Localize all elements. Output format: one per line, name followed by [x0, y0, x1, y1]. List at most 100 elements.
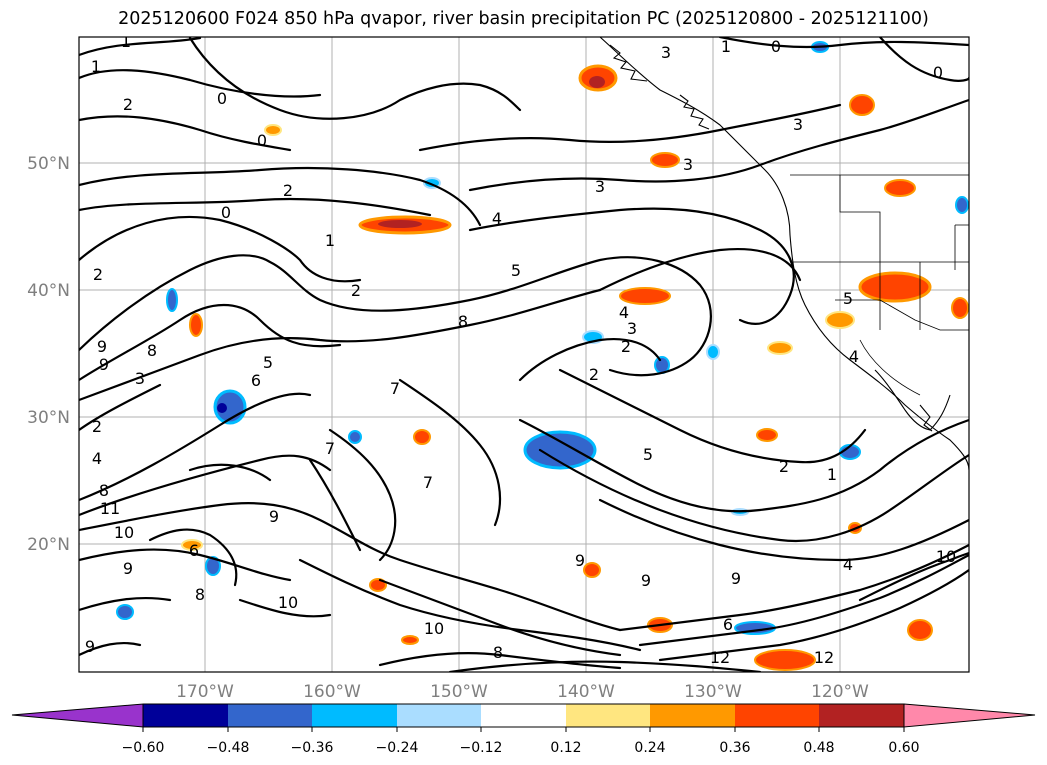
contour-label: 2	[92, 417, 102, 436]
contour-label: 3	[793, 115, 803, 134]
contour-label: 0	[257, 131, 267, 150]
contour-label: 12	[710, 648, 730, 667]
contour-label: 6	[723, 615, 733, 634]
contour-label: 4	[92, 449, 102, 468]
colorbar-segment	[819, 704, 904, 727]
lon-label: 140°W	[557, 682, 615, 702]
contour-label: 3	[683, 155, 693, 174]
contour-label: 12	[814, 648, 834, 667]
contour-label: 0	[933, 63, 943, 82]
contour-label: 3	[627, 319, 637, 338]
lon-label: 160°W	[303, 682, 361, 702]
lat-label: 20°N	[27, 535, 70, 555]
contour-label: 4	[619, 303, 629, 322]
contour-label: 2	[779, 457, 789, 476]
colorbar-tick-label: −0.60	[122, 740, 165, 756]
lon-label: 130°W	[684, 682, 742, 702]
colorbar-segment	[397, 704, 481, 727]
contour-label: 10	[936, 547, 956, 566]
contour-label: 5	[643, 445, 653, 464]
contour-label: 7	[390, 379, 400, 398]
contour-label: 9	[123, 559, 133, 578]
contour-label: 7	[423, 473, 433, 492]
contour-label-group: 1 1 0 2 0 0 2 3 1 2 4 3 5 8 2 4 3 2 2 5 …	[85, 32, 956, 667]
colorbar-tick-label: 0.24	[634, 740, 665, 756]
contour-label: 8	[493, 643, 503, 662]
colorbar-segment	[650, 704, 735, 727]
contour-label: 0	[221, 203, 231, 222]
contour-label: 5	[511, 261, 521, 280]
contour-label: 4	[492, 209, 502, 228]
lon-label: 120°W	[811, 682, 869, 702]
colorbar-tick-label: 0.48	[803, 740, 834, 756]
colorbar-extend-min	[11, 703, 144, 728]
map-background	[79, 37, 969, 672]
lon-label: 170°W	[176, 682, 234, 702]
colorbar-segment	[312, 704, 397, 727]
contour-label: 3	[595, 177, 605, 196]
colorbar-segment	[735, 704, 819, 727]
colorbar-extend-max	[903, 703, 1036, 728]
colorbar-segment	[143, 704, 228, 727]
contour-label: 1	[121, 32, 131, 51]
colorbar-tick-label: −0.12	[460, 740, 503, 756]
contour-label: 9	[85, 637, 95, 656]
contour-label: 11	[100, 499, 120, 518]
contour-label: 1	[91, 57, 101, 76]
map-frame	[78, 36, 970, 673]
colorbar: −0.60 −0.48 −0.36 −0.24 −0.12 0.12 0.24 …	[11, 703, 1036, 756]
lat-label: 40°N	[27, 281, 70, 301]
contour-label: 5	[263, 353, 273, 372]
contour-label: 9	[99, 355, 109, 374]
contour-label: 2	[283, 181, 293, 200]
contour-label: 9	[575, 551, 585, 570]
contour-label: 2	[589, 365, 599, 384]
contour-label: 2	[93, 265, 103, 284]
colorbar-ticks	[142, 727, 905, 732]
contour-label: 6	[189, 541, 199, 560]
lat-label: 30°N	[27, 408, 70, 428]
contour-label: 9	[97, 337, 107, 356]
contour-label: 1	[827, 465, 837, 484]
contour-label: 8	[458, 312, 468, 331]
colorbar-segment	[481, 704, 566, 727]
colorbar-tick-label: 0.36	[719, 740, 750, 756]
contour-label: 1	[325, 231, 335, 250]
map-title: 2025120600 F024 850 hPa qvapor, river ba…	[118, 9, 929, 29]
contour-label: 4	[843, 555, 853, 574]
colorbar-tick-label: −0.36	[291, 740, 334, 756]
colorbar-outline	[142, 703, 905, 728]
contour-label: 8	[147, 341, 157, 360]
qvapor-contours	[79, 37, 969, 672]
contour-label: 10	[278, 593, 298, 612]
contour-label: 0	[217, 89, 227, 108]
colorbar-segment	[566, 704, 650, 727]
colorbar-segment	[228, 704, 312, 727]
contour-label: 8	[195, 585, 205, 604]
contour-label: 6	[251, 371, 261, 390]
lon-label: 150°W	[430, 682, 488, 702]
contour-label: 5	[843, 289, 853, 308]
country-borders	[790, 174, 969, 396]
colorbar-tick-label: −0.24	[376, 740, 419, 756]
contour-label: 10	[424, 619, 444, 638]
contour-label: 0	[771, 37, 781, 56]
colorbar-tick-label: −0.48	[207, 740, 250, 756]
contour-label: 2	[351, 281, 361, 300]
contour-label: 7	[325, 439, 335, 458]
latitude-labels: 50°N 40°N 30°N 20°N	[27, 154, 70, 555]
contour-label: 9	[641, 571, 651, 590]
contour-label: 8	[99, 481, 109, 500]
contour-label: 3	[661, 43, 671, 62]
contour-label: 9	[731, 569, 741, 588]
contour-label: 2	[621, 337, 631, 356]
colorbar-tick-label: 0.12	[550, 740, 581, 756]
contour-label: 10	[114, 523, 134, 542]
contour-label: 1	[721, 37, 731, 56]
colorbar-tick-label: 0.60	[888, 740, 919, 756]
contour-label: 2	[123, 95, 133, 114]
contour-label: 9	[269, 507, 279, 526]
lat-label: 50°N	[27, 154, 70, 174]
longitude-labels: 170°W 160°W 150°W 140°W 130°W 120°W	[176, 682, 869, 702]
